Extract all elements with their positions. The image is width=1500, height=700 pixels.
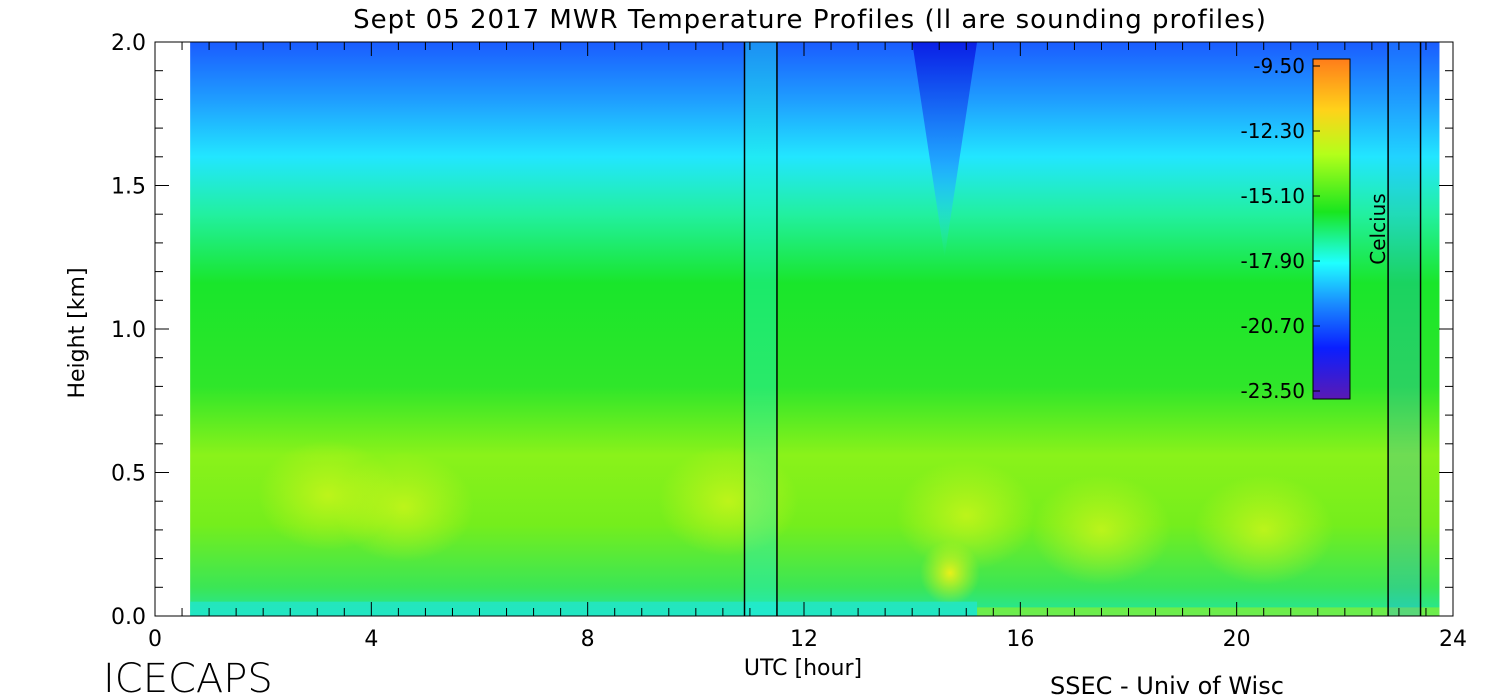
y-axis-label: Height [km] [65, 267, 90, 398]
y-tick-label: 1.0 [111, 318, 146, 343]
y-tick-label: 0.5 [111, 462, 146, 487]
colorbar-tick-label: -12.30 [1241, 119, 1305, 143]
x-tick-label: 24 [1439, 627, 1467, 652]
y-tick-label: 2.0 [111, 31, 146, 56]
x-tick-label: 4 [364, 627, 378, 652]
colorbar-label: Celcius [1366, 193, 1390, 264]
colorbar-gradient [1312, 58, 1351, 400]
chart-title: Sept 05 2017 MWR Temperature Profiles (l… [353, 5, 1267, 35]
y-tick-label: 0.0 [111, 605, 146, 630]
x-tick-label: 20 [1223, 627, 1251, 652]
y-tick-label: 1.5 [111, 175, 146, 200]
surface-layer [190, 601, 978, 616]
plot-area [190, 42, 1440, 616]
sounding-column [1388, 42, 1421, 616]
x-tick-label: 8 [581, 627, 595, 652]
warm-maximum [920, 540, 981, 605]
colorbar-tick-label: -20.70 [1241, 314, 1305, 338]
warm-region [1031, 474, 1172, 585]
colorbar-tick-label: -15.10 [1241, 184, 1305, 208]
warm-region [896, 460, 1037, 571]
colorbar-tick-label: -17.90 [1241, 249, 1305, 273]
surface-layer-warm [977, 607, 1440, 616]
icecaps-logo: ICECAPS [103, 656, 273, 700]
ssec-credit: SSEC - Univ of Wisc [1050, 672, 1284, 700]
x-tick-label: 16 [1006, 627, 1034, 652]
sounding-markers [743, 42, 1422, 616]
cold-intrusion [912, 42, 978, 258]
y-axis-ticks: 0.0 0.5 1.0 1.5 2.0 [111, 31, 1453, 630]
x-tick-label: 12 [790, 627, 818, 652]
x-axis-ticks: 0 4 8 12 16 20 24 [148, 42, 1467, 652]
colorbar: -9.50 -12.30 -15.10 -17.90 -20.70 -23.50 Celci… [1241, 54, 1390, 403]
warm-region [333, 451, 474, 562]
colorbar-tick-label: -9.50 [1253, 54, 1305, 78]
colorbar-tick-label: -23.50 [1241, 379, 1305, 403]
x-tick-label: 0 [148, 627, 162, 652]
warm-region [1193, 474, 1334, 585]
sounding-column [744, 42, 777, 616]
x-axis-label: UTC [hour] [744, 656, 862, 681]
warm-region [658, 446, 799, 557]
